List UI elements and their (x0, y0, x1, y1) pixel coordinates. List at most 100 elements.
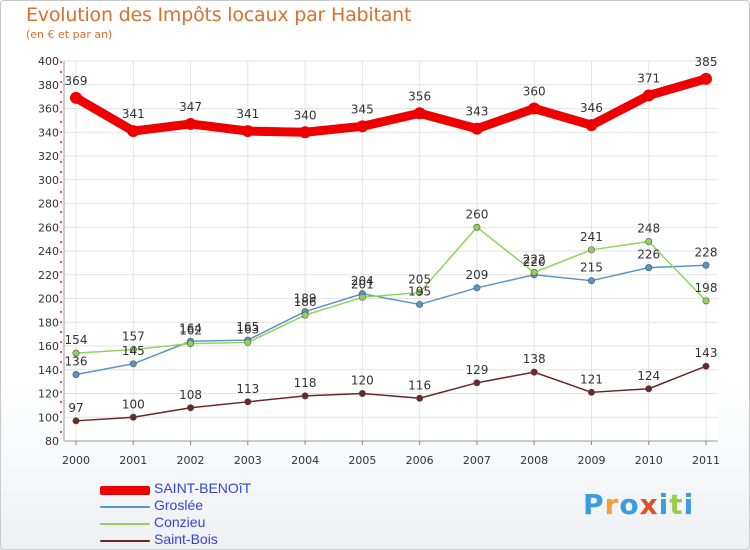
data-label: 222 (523, 252, 546, 266)
data-point (356, 120, 369, 133)
y-tick-label: 380 (38, 79, 59, 92)
data-point (642, 89, 655, 102)
x-tick-label: 2010 (635, 454, 663, 467)
data-label: 347 (179, 100, 202, 114)
chart-title: Evolution des Impôts locaux par Habitant (26, 4, 412, 26)
data-point (585, 119, 598, 132)
x-tick-label: 2007 (463, 454, 491, 467)
data-point (129, 413, 137, 421)
data-label: 346 (580, 101, 603, 115)
y-tick-label: 140 (38, 364, 59, 377)
data-label: 209 (465, 268, 488, 282)
data-label: 360 (523, 85, 546, 99)
logo-letter: o (619, 488, 640, 521)
series-line (71, 74, 711, 137)
y-tick-label: 280 (38, 198, 59, 211)
data-label: 145 (122, 344, 145, 358)
data-label: 162 (179, 324, 202, 338)
data-label: 371 (637, 71, 660, 85)
data-label: 241 (580, 230, 603, 244)
data-label: 341 (122, 107, 145, 121)
data-point (358, 389, 366, 397)
data-label: 129 (465, 363, 488, 377)
data-point (702, 297, 710, 305)
data-point (129, 346, 137, 354)
data-point (587, 246, 595, 254)
data-label: 228 (695, 245, 718, 259)
x-tick-label: 2009 (577, 454, 605, 467)
legend-label: Conzieu (154, 514, 206, 530)
data-label: 341 (236, 107, 259, 121)
data-label: 204 (351, 274, 374, 288)
data-label: 189 (294, 292, 317, 306)
data-point (702, 362, 710, 370)
line-chart: 80 100 120 140 160 180 200 220 240 260 280 300 320 34… (38, 55, 720, 467)
data-label: 385 (695, 55, 718, 69)
y-tick-label: 180 (38, 316, 59, 329)
y-tick-label: 100 (38, 411, 59, 424)
x-tick-label: 2004 (291, 454, 319, 467)
y-tick-label: 240 (38, 245, 59, 258)
data-label: 198 (695, 281, 718, 295)
x-tick-label: 2011 (692, 454, 720, 467)
data-label: 345 (351, 102, 374, 116)
x-tick-label: 2000 (62, 454, 90, 467)
data-label: 195 (408, 284, 431, 298)
logo-letter: P (583, 488, 605, 521)
logo-letter: i (658, 488, 670, 521)
data-label: 163 (236, 322, 259, 336)
x-tick-label: 2002 (177, 454, 205, 467)
data-label: 186 (294, 295, 317, 309)
data-label: 340 (294, 108, 317, 122)
y-tick-label: 160 (38, 340, 59, 353)
y-tick-label: 320 (38, 150, 59, 163)
data-point (700, 72, 712, 85)
data-point (127, 125, 140, 138)
data-label: 97 (68, 401, 83, 415)
logo-letter: i (683, 488, 695, 521)
legend-label: Groslée (154, 497, 204, 513)
data-point (70, 91, 82, 104)
data-label: 136 (65, 355, 88, 369)
data-label: 165 (236, 320, 259, 334)
legend-swatch (100, 523, 150, 525)
legend-swatch (100, 506, 150, 508)
data-label: 100 (122, 397, 145, 411)
data-point (416, 394, 424, 402)
data-label: 205 (408, 273, 431, 287)
data-label: 220 (523, 255, 546, 269)
data-point (416, 300, 424, 308)
data-point (473, 223, 481, 231)
data-label: 201 (351, 277, 374, 291)
legend-label: Saint-Bois (154, 531, 218, 547)
x-tick-label: 2001 (119, 454, 147, 467)
chart-subtitle: (en € et par an) (26, 28, 113, 41)
data-point (470, 122, 483, 135)
data-point (184, 117, 197, 130)
data-label: 116 (408, 378, 431, 392)
data-label: 143 (695, 346, 718, 360)
data-label: 118 (294, 376, 317, 390)
legend-item-saint-bois: Saint-Bois (100, 531, 300, 549)
data-point (587, 388, 595, 396)
data-label: 138 (523, 352, 546, 366)
data-label: 113 (236, 382, 259, 396)
data-point (530, 268, 538, 276)
x-tick-label: 2003 (234, 454, 262, 467)
data-point (413, 107, 426, 120)
data-point (416, 289, 424, 297)
data-point (241, 125, 254, 138)
data-point (72, 417, 80, 425)
legend-swatch (100, 540, 150, 542)
logo-letter: t (669, 488, 684, 521)
data-label: 120 (351, 374, 374, 388)
legend-item-conzieu: Conzieu (100, 514, 300, 532)
legend-item-saint-benoit: SAINT-BENOîT (100, 480, 300, 498)
data-point (72, 370, 80, 378)
x-tick-label: 2008 (520, 454, 548, 467)
data-point (244, 338, 252, 346)
data-label: 226 (637, 248, 660, 262)
data-point (187, 404, 195, 412)
y-tick-label: 80 (45, 435, 59, 448)
data-point (301, 311, 309, 319)
